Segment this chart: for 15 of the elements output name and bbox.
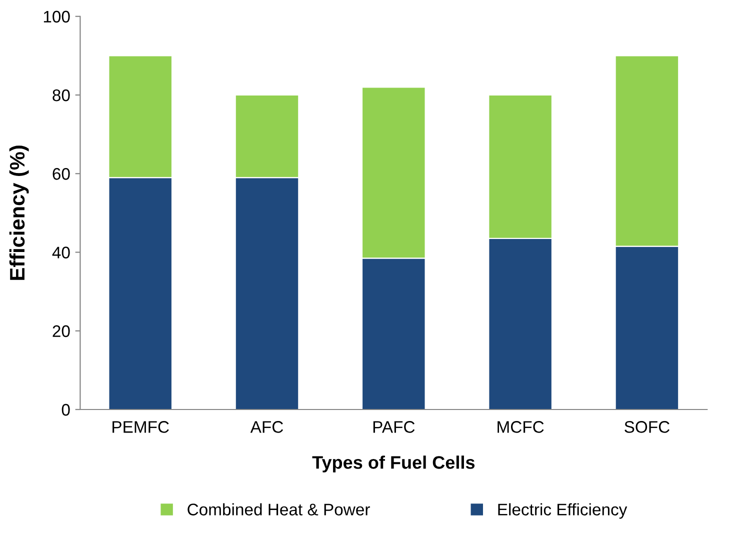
- x-tick-label: MCFC: [498, 421, 544, 433]
- y-tick-label: 40: [52, 246, 70, 258]
- x-tick-label: PAFC: [373, 421, 415, 433]
- x-tick-label: PEMFC: [112, 421, 169, 433]
- y-tick-label: 100: [44, 10, 70, 23]
- y-tick-label: 20: [52, 325, 70, 338]
- legend-label: Electric Efficiency: [498, 503, 628, 519]
- y-tick-label: 60: [52, 168, 70, 180]
- y-tick-label: 80: [52, 89, 70, 102]
- x-tick-label: AFC: [250, 421, 284, 433]
- y-axis-title: Efficiency (%): [9, 146, 29, 280]
- legend-label: Combined Heat & Power: [188, 503, 370, 516]
- x-axis-title: Types of Fuel Cells: [312, 456, 475, 472]
- y-tick-label: 0: [62, 404, 70, 416]
- x-tick-label: SOFC: [624, 421, 670, 433]
